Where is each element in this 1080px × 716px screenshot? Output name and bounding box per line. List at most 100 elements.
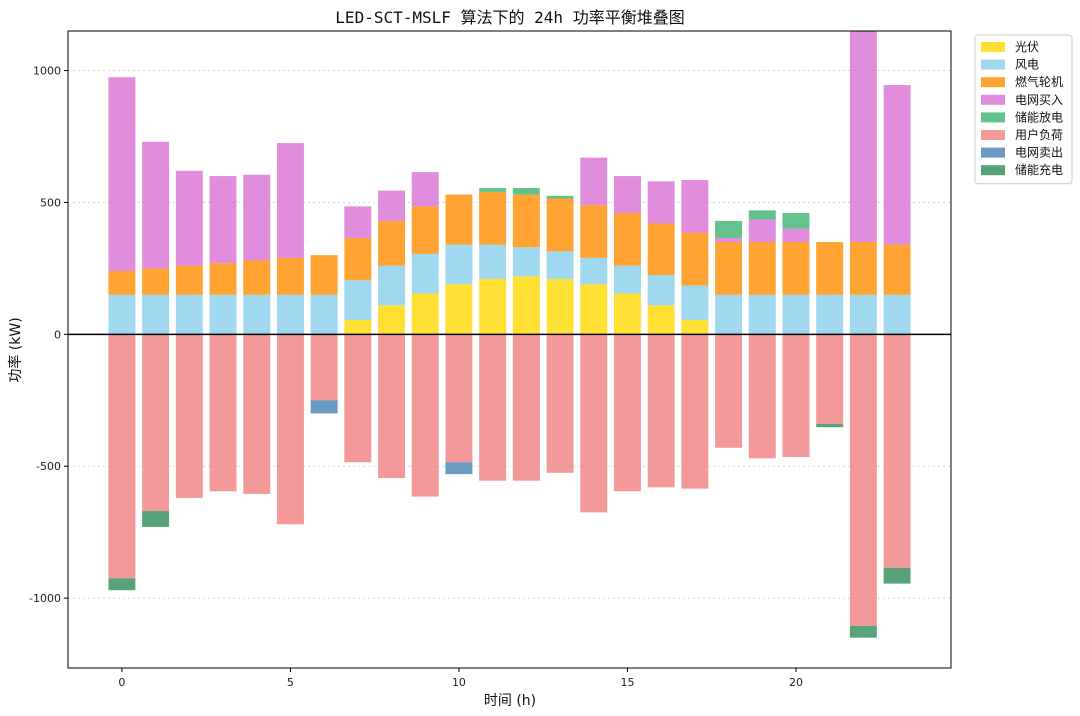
bar-用户负荷-h17 <box>681 334 709 489</box>
bar-电网买入-h7 <box>344 206 372 239</box>
bar-燃气轮机-h9 <box>411 206 439 254</box>
bar-风电-h8 <box>378 265 406 306</box>
bar-电网买入-h4 <box>243 174 271 261</box>
bar-风电-h0 <box>108 294 136 335</box>
bar-电网买入-h19 <box>748 219 776 243</box>
bar-燃气轮机-h1 <box>142 268 170 295</box>
bar-燃气轮机-h19 <box>748 242 776 295</box>
bar-电网买入-h14 <box>580 157 608 206</box>
bar-燃气轮机-h20 <box>782 242 810 295</box>
bar-光伏-h12 <box>512 276 540 335</box>
bar-电网卖出-h6 <box>310 400 338 414</box>
legend-label-燃气轮机: 燃气轮机 <box>1015 74 1063 89</box>
bar-电网买入-h8 <box>378 190 406 221</box>
bar-储能放电-h20 <box>782 213 810 229</box>
bar-风电-h18 <box>715 294 743 335</box>
bars-layer <box>108 31 911 638</box>
legend-swatch-储能放电 <box>981 112 1005 123</box>
bar-风电-h16 <box>647 274 675 306</box>
bar-用户负荷-h2 <box>175 334 203 498</box>
x-tick-label: 10 <box>452 676 466 689</box>
bar-光伏-h13 <box>546 278 574 335</box>
bar-燃气轮机-h11 <box>479 191 507 245</box>
bar-风电-h23 <box>883 294 911 335</box>
bar-用户负荷-h20 <box>782 334 810 457</box>
bar-用户负荷-h18 <box>715 334 743 448</box>
bar-储能放电-h11 <box>479 187 507 192</box>
legend-label-光伏: 光伏 <box>1015 40 1039 54</box>
bar-燃气轮机-h14 <box>580 205 608 258</box>
bar-电网买入-h23 <box>883 85 911 245</box>
bar-储能充电-h23 <box>883 567 911 584</box>
bar-电网买入-h0 <box>108 77 136 272</box>
bar-储能放电-h19 <box>748 210 776 220</box>
x-tick-label: 15 <box>620 676 634 689</box>
legend-label-用户负荷: 用户负荷 <box>1015 127 1063 142</box>
bar-风电-h3 <box>209 294 237 335</box>
bar-光伏-h8 <box>378 305 406 335</box>
bar-储能充电-h0 <box>108 578 136 591</box>
bar-用户负荷-h5 <box>276 334 304 525</box>
bar-燃气轮机-h16 <box>647 223 675 275</box>
bar-燃气轮机-h15 <box>613 213 641 266</box>
bar-风电-h10 <box>445 244 473 285</box>
bar-风电-h7 <box>344 280 372 320</box>
x-axis-title: 时间 (h) <box>484 693 536 709</box>
bar-电网买入-h1 <box>142 141 170 269</box>
y-axis-title: 功率 (kW) <box>7 317 24 382</box>
bar-光伏-h11 <box>479 278 507 335</box>
legend-swatch-储能充电 <box>981 165 1005 176</box>
legend-swatch-电网卖出 <box>981 147 1005 158</box>
bar-燃气轮机-h13 <box>546 198 574 252</box>
bar-储能充电-h21 <box>816 424 844 428</box>
bar-燃气轮机-h18 <box>715 242 743 295</box>
bar-风电-h1 <box>142 294 170 335</box>
bar-电网买入-h2 <box>175 170 203 266</box>
bar-光伏-h16 <box>647 305 675 335</box>
bar-电网买入-h20 <box>782 228 810 243</box>
bar-电网买入-h22 <box>849 31 877 243</box>
bar-电网买入-h16 <box>647 181 675 224</box>
bar-用户负荷-h11 <box>479 334 507 481</box>
bar-电网买入-h18 <box>715 238 743 243</box>
y-tick-label: -1000 <box>29 592 61 605</box>
bar-风电-h14 <box>580 257 608 285</box>
legend-swatch-风电 <box>981 59 1005 70</box>
bar-用户负荷-h3 <box>209 334 237 492</box>
bar-光伏-h10 <box>445 284 473 335</box>
bar-用户负荷-h12 <box>512 334 540 481</box>
bar-风电-h13 <box>546 251 574 279</box>
bar-风电-h12 <box>512 247 540 277</box>
bar-储能放电-h18 <box>715 220 743 239</box>
bar-光伏-h7 <box>344 319 372 335</box>
legend-label-储能放电: 储能放电 <box>1015 109 1063 124</box>
y-tick-label: 0 <box>54 328 61 341</box>
bar-风电-h9 <box>411 253 439 294</box>
legend-swatch-燃气轮机 <box>981 77 1005 88</box>
bar-用户负荷-h4 <box>243 334 271 494</box>
bar-燃气轮机-h4 <box>243 260 271 295</box>
legend-label-电网买入: 电网买入 <box>1015 93 1063 107</box>
bar-风电-h15 <box>613 265 641 294</box>
bar-风电-h20 <box>782 294 810 335</box>
bar-燃气轮机-h0 <box>108 271 136 295</box>
bar-燃气轮机-h7 <box>344 238 372 281</box>
bar-用户负荷-h23 <box>883 334 911 568</box>
chart-title: LED-SCT-MSLF 算法下的 24h 功率平衡堆叠图 <box>335 8 684 27</box>
bar-燃气轮机-h2 <box>175 265 203 295</box>
bar-储能放电-h13 <box>546 195 574 199</box>
bar-风电-h22 <box>849 294 877 335</box>
axes-layer: -1000 -500 0 500 1000 0 5 10 15 20 <box>29 30 952 689</box>
bar-燃气轮机-h12 <box>512 194 540 248</box>
bar-用户负荷-h22 <box>849 334 877 626</box>
bar-用户负荷-h1 <box>142 334 170 512</box>
bar-风电-h19 <box>748 294 776 335</box>
bar-用户负荷-h10 <box>445 334 473 463</box>
x-tick-label: 20 <box>789 676 803 689</box>
bar-风电-h4 <box>243 294 271 335</box>
bar-电网买入-h17 <box>681 180 709 233</box>
legend-swatch-光伏 <box>981 42 1005 52</box>
bar-储能放电-h12 <box>512 187 540 195</box>
